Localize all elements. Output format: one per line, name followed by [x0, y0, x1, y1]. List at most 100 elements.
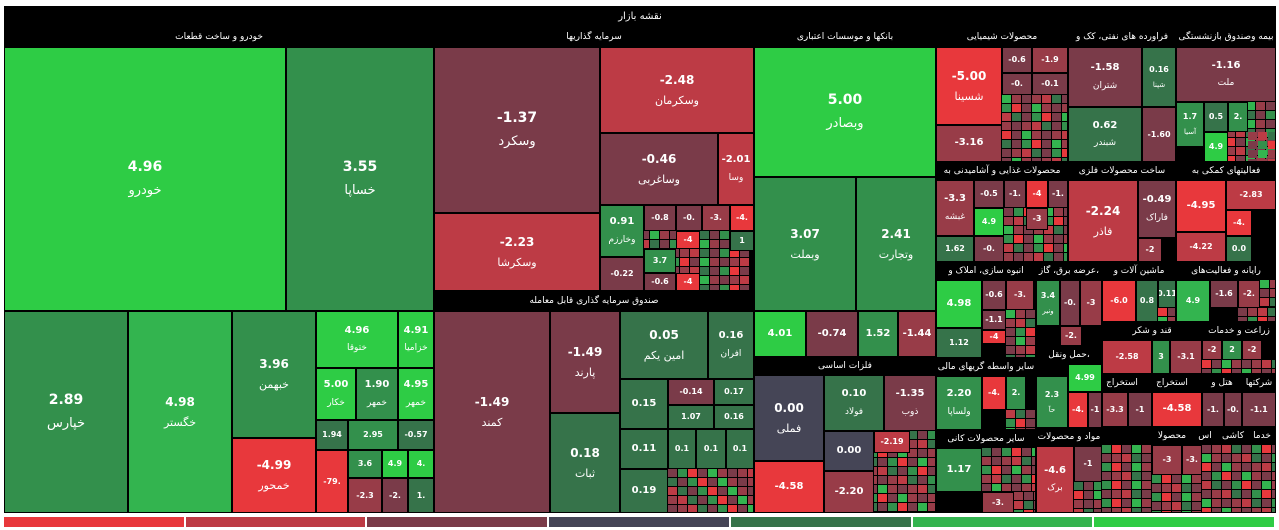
small-stock-tile[interactable]: [1022, 149, 1031, 157]
small-stock-tile[interactable]: [1002, 140, 1011, 148]
small-stock-tile[interactable]: [1262, 454, 1271, 462]
small-stock-tile[interactable]: [1012, 466, 1021, 474]
small-stock-tile[interactable]: [1012, 140, 1021, 148]
small-stock-tile[interactable]: [1032, 158, 1041, 161]
stock-cell[interactable]: -79.: [316, 450, 348, 513]
small-stock-tile[interactable]: [1122, 445, 1131, 453]
stock-cell[interactable]: -0.74: [806, 311, 858, 357]
small-stock-tile[interactable]: [1260, 280, 1269, 288]
small-stock-tile[interactable]: [1006, 310, 1015, 318]
small-stock-tile[interactable]: [718, 496, 727, 504]
small-stock-tile[interactable]: [1222, 472, 1231, 480]
small-stock-tile[interactable]: [720, 285, 729, 290]
small-stock-tile[interactable]: [1182, 484, 1191, 492]
small-stock-tile[interactable]: [1272, 445, 1275, 453]
small-stock-tile[interactable]: [678, 487, 687, 495]
small-stock-tile[interactable]: [1272, 481, 1275, 489]
small-stock-tile[interactable]: [1182, 511, 1191, 512]
small-stock-tile[interactable]: [690, 258, 699, 266]
small-stock-tile[interactable]: [720, 258, 729, 266]
small-stock-tile[interactable]: [1026, 355, 1035, 357]
small-stock-tile[interactable]: [888, 485, 897, 493]
small-stock-tile[interactable]: [1212, 445, 1221, 453]
stock-cell[interactable]: 3.55 خساپا: [286, 47, 434, 311]
stock-cell[interactable]: 1.17: [936, 448, 982, 492]
small-stock-tile[interactable]: [1262, 481, 1271, 489]
small-stock-tile[interactable]: [1248, 132, 1257, 140]
small-stock-tile[interactable]: [1272, 369, 1275, 373]
stock-cell[interactable]: 4.9: [1204, 132, 1228, 162]
small-stock-tile[interactable]: [1004, 235, 1013, 243]
small-stock-tile[interactable]: [730, 258, 739, 266]
small-stock-tile[interactable]: [1014, 253, 1023, 261]
stock-cell[interactable]: -2.3: [348, 478, 382, 513]
small-stock-tile[interactable]: [730, 276, 739, 284]
small-stock-tile[interactable]: [678, 505, 687, 512]
stock-cell[interactable]: -1: [1074, 446, 1102, 482]
small-stock-tile[interactable]: [1212, 490, 1221, 498]
stock-cell[interactable]: 0.1: [726, 429, 754, 469]
stock-cell[interactable]: -0.: [1060, 280, 1080, 326]
small-stock-tile[interactable]: [1062, 113, 1067, 121]
small-stock-tile[interactable]: [1142, 499, 1151, 507]
small-stock-tile[interactable]: [1044, 217, 1053, 225]
small-stock-tile[interactable]: [1026, 328, 1035, 336]
small-stock-tile[interactable]: [1012, 113, 1021, 121]
small-stock-tile[interactable]: [1016, 328, 1025, 336]
small-stock-tile[interactable]: [1062, 104, 1067, 112]
small-stock-tile[interactable]: [1014, 217, 1023, 225]
small-stock-tile[interactable]: [1054, 217, 1063, 225]
stock-cell[interactable]: -4.22: [1176, 232, 1226, 262]
stock-cell[interactable]: -3.3: [1102, 392, 1128, 427]
small-stock-tile[interactable]: [660, 240, 669, 248]
small-stock-tile[interactable]: [1062, 131, 1067, 139]
small-stock-tile[interactable]: [928, 485, 935, 493]
stock-cell[interactable]: 0.00: [824, 431, 874, 471]
small-stock-tile[interactable]: [1232, 508, 1241, 512]
small-stock-tile[interactable]: [748, 487, 753, 495]
stock-cell[interactable]: -1.16 ملت: [1176, 47, 1276, 102]
small-stock-tile[interactable]: [1222, 360, 1231, 368]
small-stock-tile[interactable]: [1054, 235, 1063, 243]
small-stock-tile[interactable]: [1272, 463, 1275, 471]
small-stock-tile[interactable]: [680, 267, 689, 275]
small-stock-tile[interactable]: [1012, 484, 1021, 491]
small-stock-tile[interactable]: [738, 469, 747, 477]
stock-cell[interactable]: -3.3 غبشه: [936, 180, 974, 236]
sector-header[interactable]: رایانه و فعالیت‌های: [1176, 262, 1276, 280]
small-stock-tile[interactable]: [668, 496, 677, 504]
small-stock-tile[interactable]: [888, 476, 897, 484]
small-stock-tile[interactable]: [918, 458, 927, 466]
stock-cell[interactable]: -0.57: [398, 420, 434, 450]
small-stock-tile[interactable]: [1246, 111, 1255, 119]
small-stock-tile[interactable]: [1242, 369, 1251, 373]
small-stock-tile[interactable]: [1162, 493, 1171, 501]
stock-cell[interactable]: -3: [1026, 208, 1048, 230]
sector-header[interactable]: استخراج: [1142, 374, 1202, 392]
small-stock-tile[interactable]: [1236, 147, 1245, 155]
small-stock-tile[interactable]: [1022, 122, 1031, 130]
small-stock-tile[interactable]: [1002, 122, 1011, 130]
small-stock-tile[interactable]: [1022, 95, 1031, 103]
stock-cell[interactable]: 2.: [1228, 102, 1248, 132]
small-stock-tile[interactable]: [1202, 481, 1211, 489]
small-stock-tile[interactable]: [1022, 140, 1031, 148]
stock-cell[interactable]: 4.96 ختوقا: [316, 311, 398, 368]
stock-cell[interactable]: -4.6 برک: [1036, 446, 1074, 513]
small-stock-tile[interactable]: [1024, 253, 1033, 261]
small-stock-tile[interactable]: [748, 469, 753, 477]
small-stock-tile[interactable]: [1232, 454, 1241, 462]
stock-cell[interactable]: -1.49 پارند: [550, 311, 620, 413]
small-stock-tile[interactable]: [710, 258, 719, 266]
stock-cell[interactable]: -6.0: [1102, 280, 1136, 322]
stock-cell[interactable]: -1.60: [1142, 107, 1176, 162]
small-stock-tile[interactable]: [1002, 95, 1011, 103]
small-stock-tile[interactable]: [1034, 253, 1043, 261]
small-stock-tile[interactable]: [640, 231, 649, 239]
small-stock-tile[interactable]: [918, 440, 927, 448]
small-stock-tile[interactable]: [1248, 159, 1257, 161]
stock-cell[interactable]: -2.48 وسکرمان: [600, 47, 754, 133]
small-stock-tile[interactable]: [700, 285, 709, 290]
small-stock-tile[interactable]: [878, 494, 887, 502]
small-stock-tile[interactable]: [1094, 482, 1101, 490]
